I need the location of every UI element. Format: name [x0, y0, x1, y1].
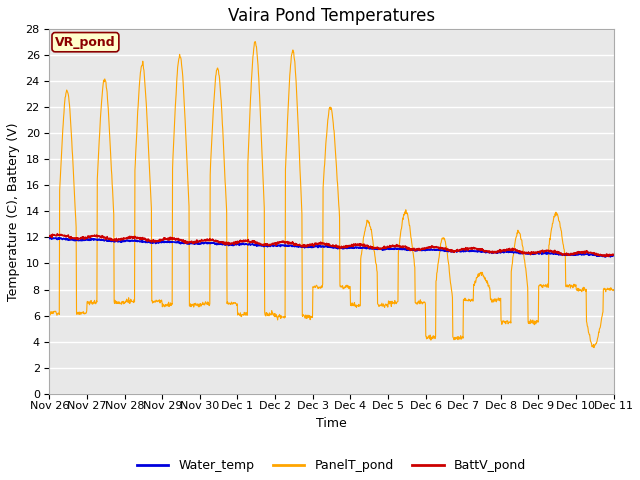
Y-axis label: Temperature (C), Battery (V): Temperature (C), Battery (V) [7, 122, 20, 300]
Title: Vaira Pond Temperatures: Vaira Pond Temperatures [228, 7, 435, 25]
X-axis label: Time: Time [316, 417, 347, 430]
Legend: Water_temp, PanelT_pond, BattV_pond: Water_temp, PanelT_pond, BattV_pond [132, 455, 531, 478]
Text: VR_pond: VR_pond [55, 36, 116, 48]
